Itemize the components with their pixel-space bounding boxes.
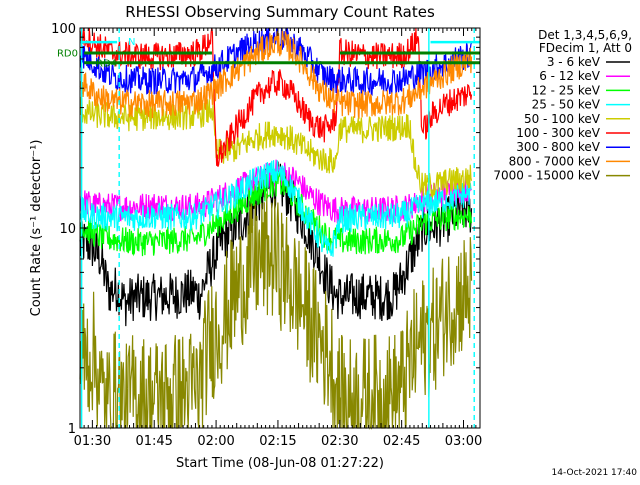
axis-layer: 1 10 100 01:30 01:45 02:00 02:15 02:30 02:45 03:0… [51, 22, 482, 449]
y-tick-label: 100 [51, 22, 76, 37]
series-line-25-50-kev [79, 160, 472, 257]
x-tick-label: 01:45 [135, 434, 172, 449]
series-line-6-12-kev [79, 159, 472, 224]
x-tick-label: 01:30 [74, 434, 111, 449]
flag-label-rd4: RD4 [96, 58, 117, 69]
chart-title: RHESSI Observing Summary Count Rates [125, 3, 435, 21]
x-tick-label: 02:15 [259, 434, 296, 449]
series-line-800-7000-kev [79, 30, 473, 120]
x-tick-label: 03:00 [445, 434, 482, 449]
flag-label-rd0: RD0 [57, 48, 78, 59]
series-line-100-300-kev [79, 27, 473, 167]
legend-label-50-100-kev: 50 - 100 keV [524, 112, 601, 126]
y-tick-label: 10 [59, 222, 76, 237]
x-tick-label: 02:00 [197, 434, 234, 449]
legend-label-25-50-kev: 25 - 50 keV [532, 98, 601, 112]
y-tick-label: 1 [68, 422, 76, 437]
legend-label-6-12-kev: 6 - 12 keV [539, 69, 601, 83]
plot-area [79, 27, 473, 430]
legend-label-7000-15000-kev: 7000 - 15000 keV [493, 169, 600, 183]
legend: Det 1,3,4,5,6,9, FDecim 1, Att 0 3 - 6 k… [493, 28, 632, 183]
legend-header-line-2: FDecim 1, Att 0 [539, 41, 632, 55]
legend-label-3-6-kev: 3 - 6 keV [547, 55, 601, 69]
footer-timestamp: 14-Oct-2021 17:40 [552, 468, 638, 478]
legend-label-12-25-kev: 12 - 25 keV [532, 83, 601, 97]
x-axis-label: Start Time (08-Jun-08 01:27:22) [176, 456, 384, 471]
y-axis-label: Count Rate (s⁻¹ detector⁻¹) [29, 140, 44, 317]
flag-label-n: N [128, 37, 135, 48]
legend-label-800-7000-kev: 800 - 7000 keV [509, 154, 601, 168]
x-tick-label: 02:45 [383, 434, 420, 449]
legend-label-100-300-kev: 100 - 300 keV [516, 126, 600, 140]
x-tick-label: 02:30 [321, 434, 358, 449]
legend-label-300-800-kev: 300 - 800 keV [516, 140, 600, 154]
series-line-300-800-kev [79, 27, 473, 96]
series-line-12-25-kev [79, 168, 473, 257]
legend-header-line-1: Det 1,3,4,5,6,9, [538, 28, 632, 42]
series-line-50-100-kev [79, 96, 473, 199]
